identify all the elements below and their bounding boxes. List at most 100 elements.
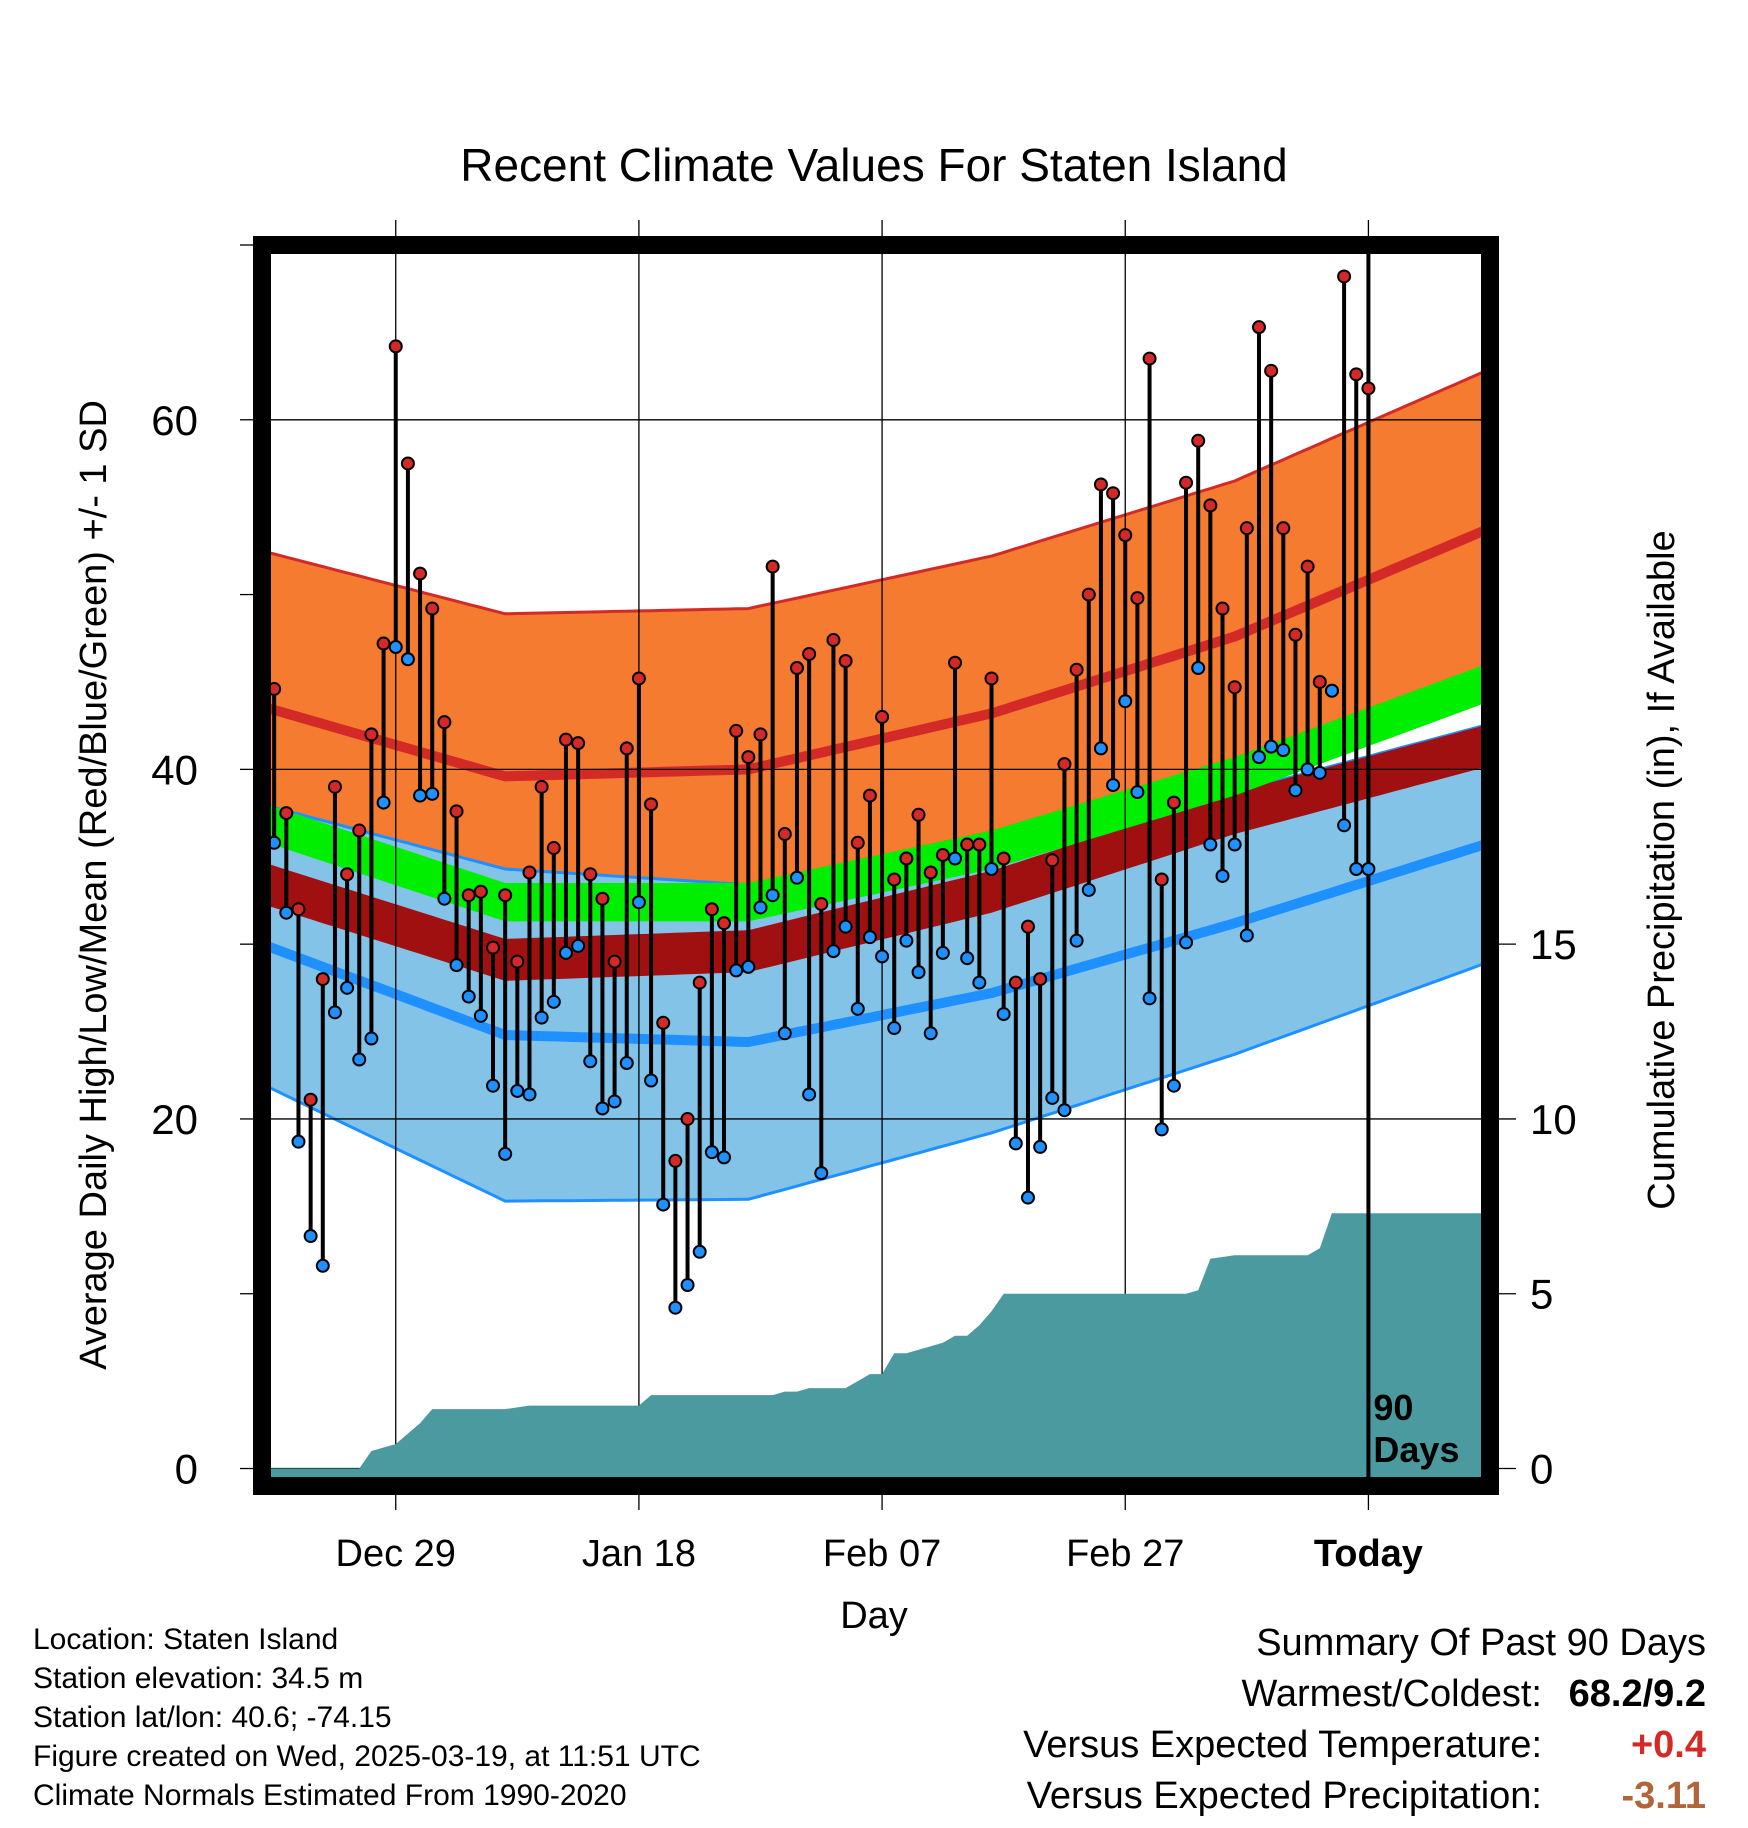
daily-high-point (972, 837, 987, 852)
daily-high-point (291, 902, 306, 917)
daily-high-point (911, 807, 926, 822)
daily-low-point (364, 1031, 379, 1046)
x-tick-label: Dec 29 (336, 1533, 456, 1575)
daily-low-point (777, 1026, 792, 1041)
daily-high-point (1251, 320, 1266, 335)
daily-high-point (1081, 587, 1096, 602)
daily-high-point (461, 888, 476, 903)
daily-low-point (595, 1101, 610, 1116)
daily-high-point (984, 671, 999, 686)
daily-low-point (1033, 1139, 1048, 1154)
daily-low-point (571, 938, 586, 953)
daily-high-point (364, 727, 379, 742)
daily-high-point (935, 848, 950, 863)
daily-low-point (1203, 837, 1218, 852)
daily-high-point (802, 647, 817, 662)
daily-high-point (1312, 674, 1327, 689)
daily-high-point (1130, 591, 1145, 606)
daily-high-point (1203, 498, 1218, 513)
daily-high-point (1142, 351, 1157, 366)
daily-low-point (340, 980, 355, 995)
daily-high-point (875, 709, 890, 724)
daily-high-point (510, 954, 525, 969)
daily-low-point (826, 944, 841, 959)
daily-low-point (388, 640, 403, 655)
daily-high-point (1215, 601, 1230, 616)
daily-low-point (291, 1134, 306, 1149)
daily-low-point (692, 1244, 707, 1259)
daily-low-point (510, 1083, 525, 1098)
daily-high-point (814, 896, 829, 911)
daily-high-point (1337, 269, 1352, 284)
daily-low-point (546, 994, 561, 1009)
daily-high-point (862, 788, 877, 803)
daily-low-point (607, 1094, 622, 1109)
daily-low-point (425, 786, 440, 801)
daily-high-point (558, 732, 573, 747)
daily-high-point (644, 797, 659, 812)
normals-text: Climate Normals Estimated From 1990-2020 (33, 1779, 627, 1812)
daily-low-point (680, 1277, 695, 1292)
daily-high-point (315, 972, 330, 987)
daily-high-point (1361, 381, 1376, 396)
daily-low-point (1288, 783, 1303, 798)
daily-low-point (753, 900, 768, 915)
daily-high-point (838, 653, 853, 668)
summary-title: Summary Of Past 90 Days (1256, 1622, 1706, 1664)
daily-high-point (1166, 795, 1181, 810)
daily-low-point (1069, 933, 1084, 948)
daily-low-point (729, 963, 744, 978)
y-axis-title: Average Daily High/Low/Mean (Red/Blue/Gr… (73, 400, 115, 1370)
y2-tick-label: 0 (1530, 1446, 1553, 1493)
summary-temp-row: Versus Expected Temperature: +0.4 (1023, 1720, 1706, 1771)
daily-low-point (352, 1052, 367, 1067)
daily-high-point (498, 888, 513, 903)
daily-low-point (741, 959, 756, 974)
daily-low-point (704, 1145, 719, 1160)
daily-high-point (1154, 872, 1169, 887)
daily-low-point (327, 1005, 342, 1020)
daily-low-point (887, 1021, 902, 1036)
daily-low-point (1179, 935, 1194, 950)
daily-high-point (1033, 972, 1048, 987)
daily-low-point (1312, 765, 1327, 780)
daily-low-point (1130, 785, 1145, 800)
daily-high-point (753, 727, 768, 742)
daily-high-point (680, 1111, 695, 1126)
daily-high-point (619, 741, 634, 756)
daily-low-point (862, 930, 877, 945)
daily-high-point (425, 601, 440, 616)
station-info: Location: Staten Island Station elevatio… (33, 1620, 701, 1815)
daily-low-point (1020, 1190, 1035, 1205)
daily-high-point (996, 851, 1011, 866)
daily-high-point (960, 837, 975, 852)
daily-low-point (473, 1008, 488, 1023)
daily-low-point (1093, 741, 1108, 756)
daily-high-point (948, 655, 963, 670)
daily-low-point (486, 1078, 501, 1093)
daily-low-point (996, 1007, 1011, 1022)
daily-low-point (1166, 1078, 1181, 1093)
daily-high-point (1057, 757, 1072, 772)
daily-high-point (1179, 475, 1194, 490)
daily-high-point (473, 884, 488, 899)
daily-high-point (765, 559, 780, 574)
daily-high-point (583, 867, 598, 882)
daily-high-point (303, 1092, 318, 1107)
mean-normal-band (262, 662, 1490, 922)
daily-low-point (814, 1166, 829, 1181)
daily-high-point (400, 456, 415, 471)
daily-high-point (437, 715, 452, 730)
daily-high-point (1191, 433, 1206, 448)
daily-low-point (1118, 694, 1133, 709)
x-tick-label: Feb 07 (823, 1533, 941, 1575)
daily-high-point (522, 865, 537, 880)
daily-high-point (1276, 521, 1291, 536)
daily-low-point (1239, 928, 1254, 943)
daily-high-point (486, 940, 501, 955)
daily-high-point (777, 827, 792, 842)
daily-low-point (534, 1010, 549, 1025)
daily-high-point (376, 636, 391, 651)
